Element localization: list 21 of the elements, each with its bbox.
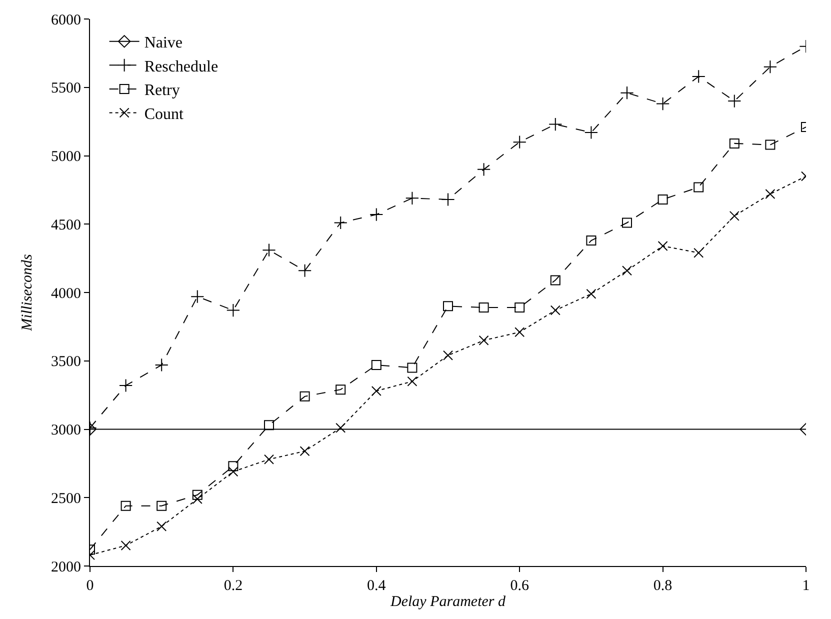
y-tick-label: 2000 <box>51 559 81 576</box>
x-axis-title: Delay Parameter d <box>390 594 506 610</box>
y-axis-title: Milliseconds <box>19 254 36 332</box>
x-tick-label: 0.8 <box>653 578 672 594</box>
legend-label: Naive <box>144 34 183 52</box>
y-tick-label: 3000 <box>51 422 81 438</box>
legend-label: Reschedule <box>144 58 218 76</box>
y-tick-label: 5000 <box>51 149 81 165</box>
y-tick-label: 2500 <box>51 490 81 507</box>
y-tick-label: 4500 <box>51 217 81 234</box>
legend-label: Count <box>144 106 184 124</box>
x-tick-label: 0.2 <box>224 578 243 594</box>
x-tick-label: 0.6 <box>510 578 530 594</box>
x-tick-label: 0.4 <box>367 578 386 594</box>
x-tick-label: 1 <box>802 578 810 594</box>
y-tick-label: 4000 <box>51 286 81 302</box>
y-tick-label: 5500 <box>51 80 81 97</box>
legend-label: Retry <box>144 82 180 100</box>
x-tick-label: 0 <box>86 578 94 594</box>
y-tick-label: 6000 <box>51 12 81 28</box>
y-tick-label: 3500 <box>51 354 81 370</box>
